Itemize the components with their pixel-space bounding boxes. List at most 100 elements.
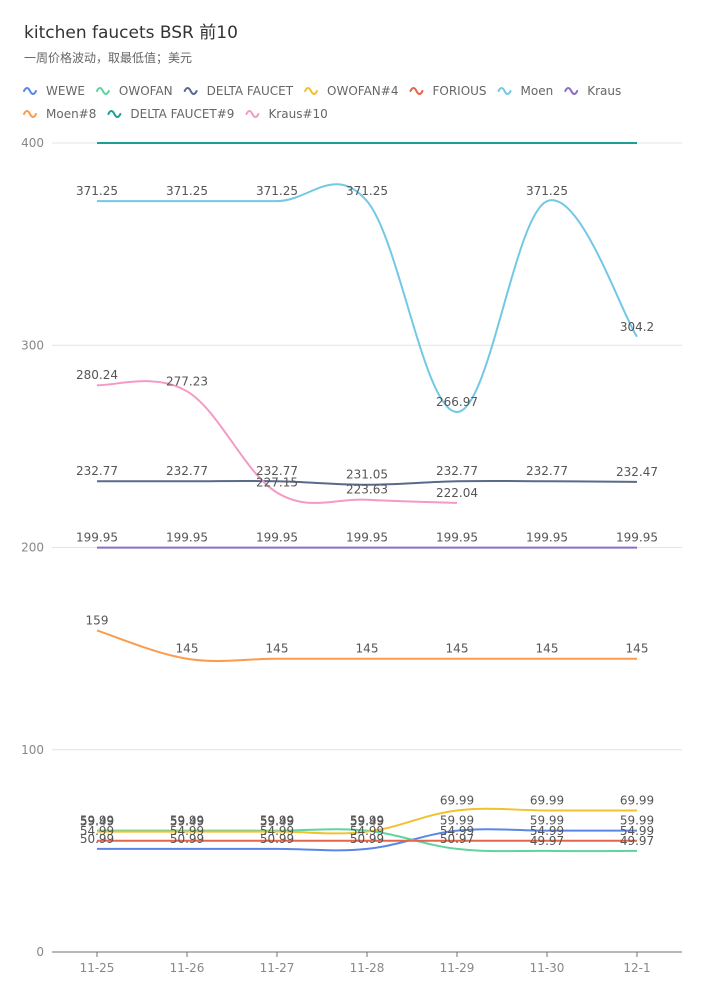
data-label: 145 [176,642,199,656]
data-label: 69.99 [530,793,564,807]
data-label: 59.99 [350,814,384,828]
data-label: 54.99 [620,824,654,838]
legend-label: FORIOUS [432,84,486,98]
legend-icon [497,87,512,95]
series-line [96,807,637,835]
x-tick-label: 11-26 [170,961,205,975]
series-line [96,828,637,852]
data-label: 371.25 [526,184,568,198]
data-label: 54.99 [170,824,204,838]
series-line [96,380,458,504]
data-label: 199.95 [346,531,388,545]
legend-label: Kraus [587,84,621,98]
legend-label: WEWE [46,84,85,98]
data-label: 232.77 [256,464,298,478]
legend-item[interactable]: Kraus#10 [245,107,328,121]
data-label: 54.99 [350,824,384,838]
data-label: 199.95 [526,531,568,545]
legend-icon [107,110,122,118]
legend-icon [23,110,37,118]
legend-label: Kraus#10 [268,107,327,121]
data-label: 59.99 [620,814,654,828]
series-line [96,828,638,853]
x-tick-label: 11-30 [530,961,565,975]
x-tick-label: 12-1 [623,961,650,975]
data-label: 145 [626,642,649,656]
data-label: 69.99 [620,793,654,807]
legend-label: Moen [521,84,554,98]
data-label: 199.95 [436,531,478,545]
y-tick-label: 400 [21,136,44,150]
y-tick-label: 0 [36,945,44,959]
data-label: 232.47 [616,465,658,479]
data-label: 59.99 [170,814,204,828]
data-label: 371.25 [76,184,118,198]
data-label: 54.99 [260,824,294,838]
legend-icon [409,87,424,95]
legend-icon [304,87,319,95]
data-label: 371.25 [166,184,208,198]
data-label: 199.95 [256,531,298,545]
y-tick-label: 200 [21,541,44,555]
data-label: 145 [356,642,379,656]
legend-item[interactable]: Kraus [564,84,621,98]
data-label: 145 [446,642,469,656]
legend-item[interactable]: WEWE [23,84,85,98]
y-tick-label: 100 [21,743,44,757]
data-label: 49.97 [530,834,564,848]
data-label: 54.99 [440,824,474,838]
data-label: 222.04 [436,486,478,500]
data-label: 232.77 [526,464,568,478]
data-label: 232.77 [436,464,478,478]
data-label: 59.99 [80,814,114,828]
data-label: 59.99 [530,814,564,828]
legend-icon [95,87,110,95]
data-label: 227.15 [256,476,298,490]
legend-item[interactable]: OWOFAN#4 [304,84,398,98]
data-label: 50.99 [80,832,114,846]
data-label: 59.49 [80,815,114,829]
data-label: 280.24 [76,368,118,382]
data-label: 145 [536,642,559,656]
data-label: 199.95 [616,531,658,545]
legend-item[interactable]: Moen#8 [23,107,96,121]
data-label: 199.95 [166,531,208,545]
x-tick-label: 11-28 [350,961,385,975]
legend-icon [183,87,198,95]
chart-title: kitchen faucets BSR 前10 [24,23,238,43]
data-label: 49.97 [620,834,654,848]
legend-item[interactable]: DELTA FAUCET [183,84,294,98]
legend-item[interactable]: OWOFAN [95,84,173,98]
data-label: 266.97 [436,395,478,409]
data-label: 232.77 [76,464,118,478]
data-label: 59.99 [260,814,294,828]
data-label: 145 [266,642,289,656]
series-line [97,183,638,414]
legend-item[interactable]: FORIOUS [409,84,487,98]
data-label: 371.25 [256,184,298,198]
series-line [96,629,637,662]
data-label: 223.63 [346,483,388,497]
data-label: 50.99 [350,832,384,846]
data-label: 59.49 [260,815,294,829]
data-label: 50.99 [170,832,204,846]
y-tick-label: 300 [21,338,44,352]
legend-icon [23,87,37,95]
data-label: 69.99 [440,793,474,807]
data-label: 231.05 [346,468,388,482]
chart-subtitle: 一周价格波动，取最低值；美元 [24,50,192,65]
x-tick-label: 11-25 [80,961,115,975]
data-label: 59.99 [440,814,474,828]
legend-item[interactable]: Moen [497,84,554,98]
x-tick-label: 11-27 [260,961,295,975]
data-label: 277.23 [166,374,208,388]
legend-item[interactable]: DELTA FAUCET#9 [107,107,234,121]
data-label: 304.2 [620,320,654,334]
data-label: 232.77 [166,464,208,478]
data-label: 199.95 [76,531,118,545]
legend-label: DELTA FAUCET#9 [130,107,234,121]
legend-label: OWOFAN [119,84,173,98]
x-tick-label: 11-29 [440,961,475,975]
legend-icon [245,110,260,118]
